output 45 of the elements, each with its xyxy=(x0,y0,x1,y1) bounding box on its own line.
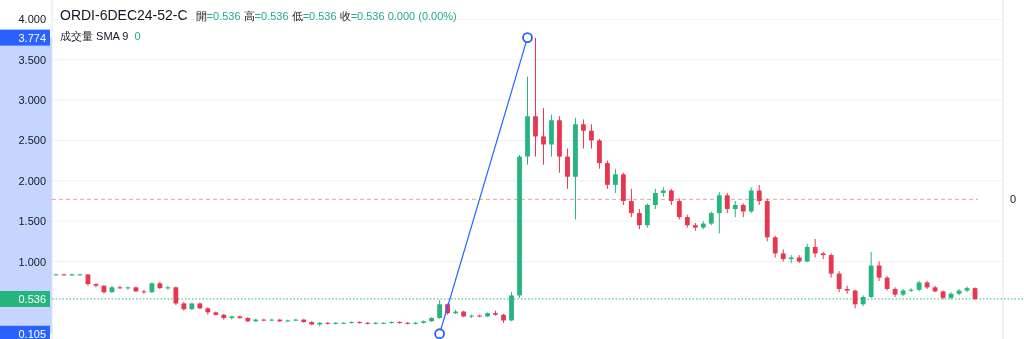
candlestick xyxy=(812,238,818,258)
candlestick xyxy=(389,320,395,325)
candlestick xyxy=(644,202,650,229)
text: 0.105 xyxy=(18,327,46,339)
candlestick xyxy=(93,282,99,288)
y-tick-label: 3.500 xyxy=(18,53,46,66)
candlestick xyxy=(628,188,634,218)
ref-line-label: 0.536 xyxy=(18,292,46,305)
text: 0 xyxy=(1009,193,1017,206)
candlestick xyxy=(589,123,594,150)
candlestick xyxy=(756,184,762,206)
y-tick-label: 3.000 xyxy=(18,94,46,107)
candlestick xyxy=(652,188,658,210)
candlestick xyxy=(437,299,442,320)
y-tick-label: 1.000 xyxy=(18,255,46,268)
text: ORDI-6DEC24-52-C xyxy=(60,7,188,23)
candlestick xyxy=(605,160,610,190)
candlestick xyxy=(852,289,858,309)
candlestick xyxy=(876,261,882,282)
annotation: 成交量 SMA 9 xyxy=(60,30,129,42)
y-tick-label: 1.500 xyxy=(18,215,46,228)
candlestick xyxy=(748,186,754,214)
candlestick xyxy=(828,252,834,279)
candlestick xyxy=(724,192,730,214)
candlestick xyxy=(533,37,538,158)
y-tick-label: 2.000 xyxy=(18,174,46,187)
candlestick xyxy=(165,285,171,291)
candlestick xyxy=(613,168,618,194)
candlestick xyxy=(836,270,842,293)
annotation: 0 xyxy=(134,30,141,42)
candlestick xyxy=(541,107,546,166)
candlestick xyxy=(565,148,570,190)
candlestick xyxy=(397,320,403,325)
candlestick xyxy=(716,191,722,234)
candlestick xyxy=(636,208,642,230)
candlestick xyxy=(676,198,682,221)
y-tick-label: 4.000 xyxy=(18,13,46,26)
candlestick xyxy=(772,235,778,258)
text: 開=0.536 高=0.536 低=0.536 收=0.536 0.000 (0.00%) xyxy=(195,10,457,22)
candlestick xyxy=(581,118,586,150)
text: 3.774 xyxy=(18,31,46,44)
candlestick xyxy=(349,320,355,325)
y-tick-label: 2.500 xyxy=(18,134,46,147)
candlestick xyxy=(357,320,363,325)
candlestick xyxy=(597,138,602,170)
